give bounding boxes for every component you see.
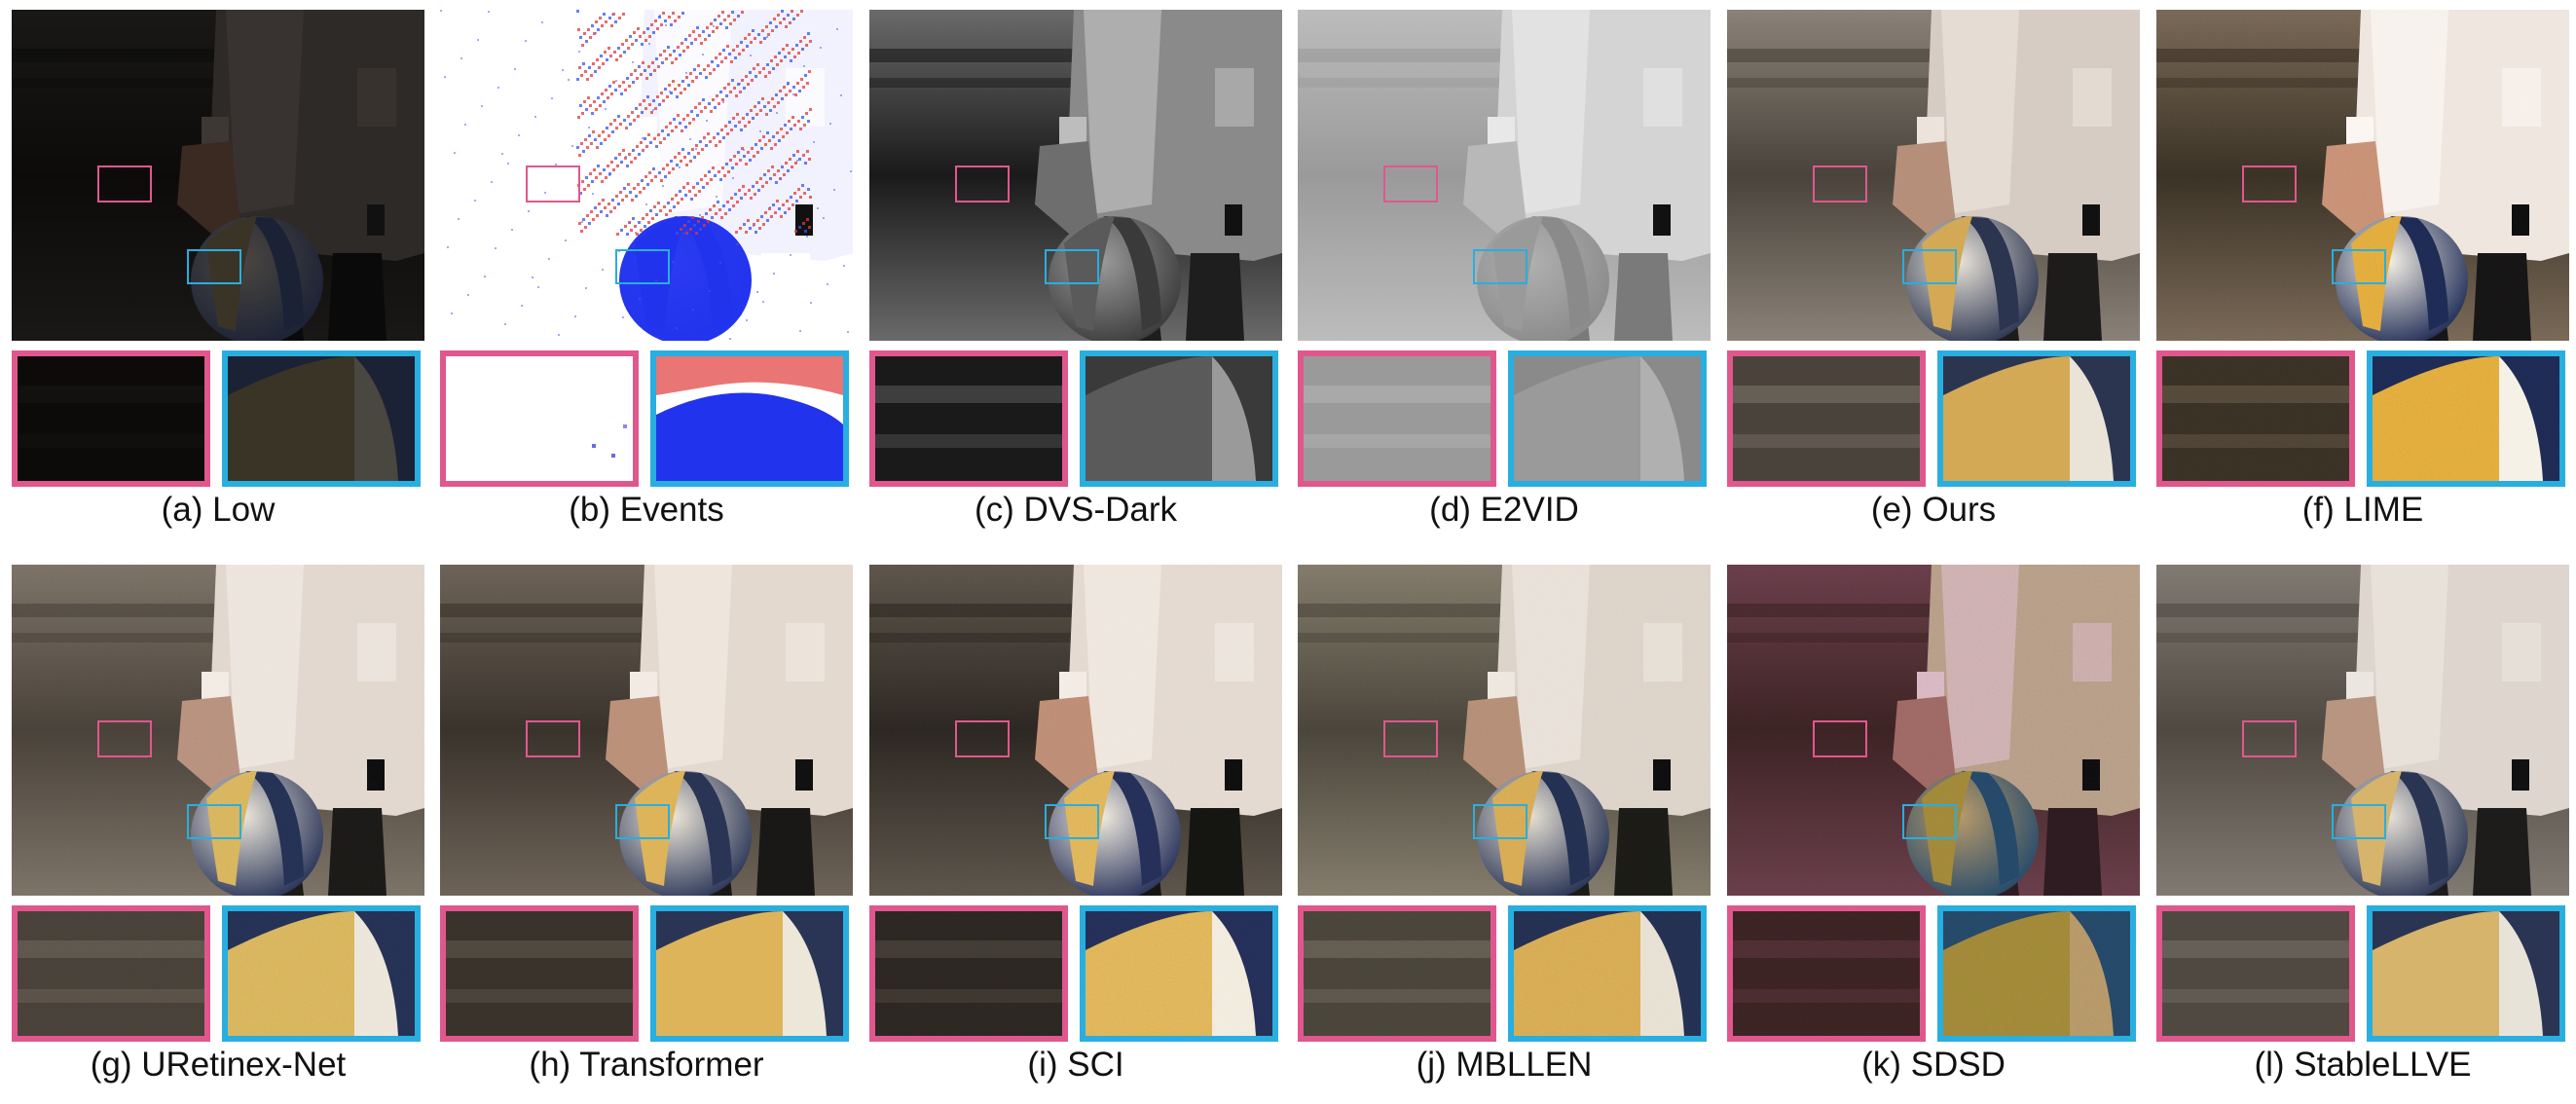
result-image [12, 565, 424, 896]
panel-caption: (l) StableLLVE [2137, 1044, 2576, 1086]
zoom-crop-blue [1508, 905, 1707, 1042]
zoom-crop-blue [1937, 350, 2136, 487]
roi-box-blue [2332, 804, 2386, 839]
zoom-crops [2156, 905, 2569, 1042]
zoom-crop-pink [2156, 350, 2355, 487]
result-image [869, 10, 1282, 341]
zoom-crops [869, 350, 1282, 487]
zoom-crops [12, 350, 424, 487]
result-image [1727, 10, 2140, 341]
zoom-crops [12, 905, 424, 1042]
zoom-crops [1298, 905, 1711, 1042]
roi-box-pink [2242, 720, 2297, 757]
panel-uretinex: (g) URetinex-Net [12, 565, 424, 896]
panel-caption: (b) Events [421, 489, 872, 532]
roi-box-pink [526, 166, 580, 202]
panel-caption: (h) Transformer [421, 1044, 872, 1086]
panel-caption: (e) Ours [1708, 489, 2159, 532]
roi-box-pink [97, 720, 152, 757]
result-image [869, 565, 1282, 896]
panel-low: (a) Low [12, 10, 424, 341]
zoom-crop-pink [2156, 905, 2355, 1042]
result-image [1298, 10, 1711, 341]
zoom-crop-pink [869, 905, 1068, 1042]
panel-ours: (e) Ours [1727, 10, 2140, 341]
panel-caption: (c) DVS-Dark [850, 489, 1302, 532]
roi-box-pink [97, 166, 152, 202]
zoom-crop-blue [1080, 350, 1278, 487]
roi-box-blue [1473, 249, 1527, 284]
result-image [2156, 565, 2569, 896]
panel-events: (b) Events [440, 10, 853, 341]
zoom-crop-blue [222, 905, 421, 1042]
zoom-crop-blue [1937, 905, 2136, 1042]
roi-box-pink [2242, 166, 2297, 202]
roi-box-blue [2332, 249, 2386, 284]
panel-caption: (g) URetinex-Net [0, 1044, 444, 1086]
zoom-crop-blue [650, 350, 849, 487]
zoom-crop-blue [222, 350, 421, 487]
result-image [2156, 10, 2569, 341]
zoom-crops [2156, 350, 2569, 487]
result-image [440, 565, 853, 896]
panel-lime: (f) LIME [2156, 10, 2569, 341]
panel-stablellve: (l) StableLLVE [2156, 565, 2569, 896]
zoom-crops [1298, 350, 1711, 487]
panel-sci: (i) SCI [869, 565, 1282, 896]
result-image [440, 10, 853, 341]
zoom-crop-pink [12, 350, 210, 487]
zoom-crop-blue [1080, 905, 1278, 1042]
roi-box-pink [1383, 166, 1438, 202]
panel-caption: (d) E2VID [1278, 489, 1730, 532]
roi-box-blue [1045, 249, 1099, 284]
zoom-crops [1727, 905, 2140, 1042]
panel-caption: (i) SCI [850, 1044, 1302, 1086]
panel-caption: (f) LIME [2137, 489, 2576, 532]
panel-caption: (a) Low [0, 489, 444, 532]
panel-caption: (j) MBLLEN [1278, 1044, 1730, 1086]
zoom-crops [869, 905, 1282, 1042]
zoom-crop-pink [12, 905, 210, 1042]
zoom-crop-pink [1727, 905, 1926, 1042]
roi-box-pink [955, 166, 1010, 202]
zoom-crop-pink [869, 350, 1068, 487]
roi-box-blue [615, 804, 670, 839]
roi-box-pink [1813, 166, 1867, 202]
panel-mbllen: (j) MBLLEN [1298, 565, 1711, 896]
panel-e2vid: (d) E2VID [1298, 10, 1711, 341]
roi-box-blue [1045, 804, 1099, 839]
zoom-crop-pink [1298, 905, 1496, 1042]
roi-box-pink [955, 720, 1010, 757]
roi-box-blue [1902, 804, 1957, 839]
zoom-crop-blue [2367, 905, 2565, 1042]
zoom-crop-blue [1508, 350, 1707, 487]
roi-box-blue [187, 249, 241, 284]
roi-box-blue [1473, 804, 1527, 839]
result-image [12, 10, 424, 341]
panel-transformer: (h) Transformer [440, 565, 853, 896]
roi-box-pink [1383, 720, 1438, 757]
result-image [1727, 565, 2140, 896]
roi-box-blue [615, 249, 670, 284]
zoom-crop-blue [650, 905, 849, 1042]
zoom-crops [440, 905, 853, 1042]
roi-box-pink [1813, 720, 1867, 757]
zoom-crop-pink [1298, 350, 1496, 487]
result-image [1298, 565, 1711, 896]
zoom-crops [1727, 350, 2140, 487]
zoom-crops [440, 350, 853, 487]
zoom-crop-pink [440, 905, 639, 1042]
zoom-crop-blue [2367, 350, 2565, 487]
zoom-crop-pink [1727, 350, 1926, 487]
roi-box-blue [187, 804, 241, 839]
roi-box-blue [1902, 249, 1957, 284]
zoom-crop-pink [440, 350, 639, 487]
panel-caption: (k) SDSD [1708, 1044, 2159, 1086]
panel-dvsdark: (c) DVS-Dark [869, 10, 1282, 341]
roi-box-pink [526, 720, 580, 757]
panel-sdsd: (k) SDSD [1727, 565, 2140, 896]
